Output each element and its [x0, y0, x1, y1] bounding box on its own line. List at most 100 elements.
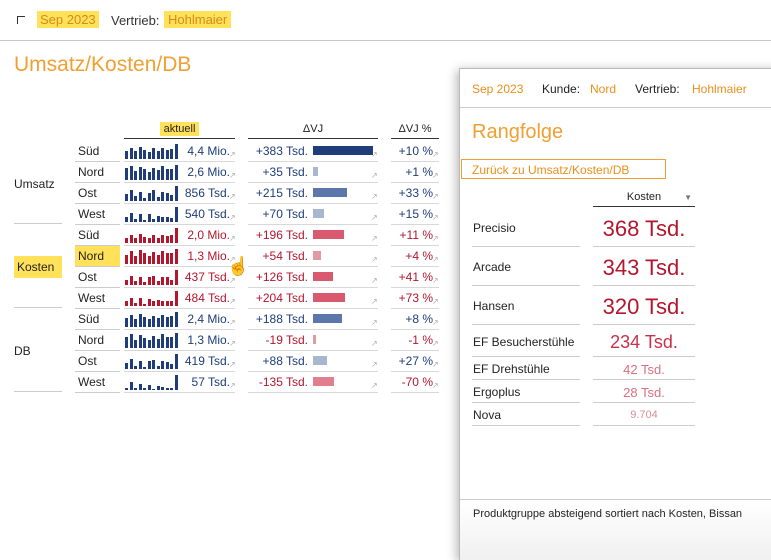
- row-divider: [391, 245, 439, 246]
- sparkline-bar: [134, 256, 137, 264]
- sparkline-bar: [138, 250, 142, 264]
- region-label[interactable]: Ost: [78, 270, 97, 284]
- region-label[interactable]: Ost: [78, 186, 97, 200]
- region-label[interactable]: Nord: [78, 165, 105, 179]
- sparkline-bar: [143, 317, 146, 327]
- region-label[interactable]: Nord: [75, 246, 120, 266]
- drilldown-arrow-icon[interactable]: ↗: [371, 381, 378, 390]
- drilldown-arrow-icon[interactable]: ↗: [371, 192, 378, 201]
- drilldown-arrow-icon[interactable]: ↗: [371, 297, 378, 306]
- sparkline-bar: [174, 375, 178, 390]
- back-button[interactable]: Zurück zu Umsatz/Kosten/DB: [461, 159, 666, 179]
- drilldown-arrow-icon[interactable]: ↗: [371, 255, 378, 264]
- sparkline-bar: [152, 235, 155, 243]
- drilldown-arrow-icon[interactable]: ↗: [229, 297, 236, 306]
- drilldown-arrow-icon[interactable]: ↗: [229, 318, 236, 327]
- popup-vertrieb-value[interactable]: Hohlmaier: [692, 82, 747, 96]
- product-name[interactable]: Nova: [473, 408, 502, 422]
- sparkline-bar: [134, 219, 137, 222]
- drilldown-arrow-icon[interactable]: ↗: [432, 255, 439, 264]
- sparkline-bar: [143, 169, 146, 180]
- popup-kunde-value[interactable]: Nord: [590, 82, 617, 96]
- row-divider: [391, 161, 439, 162]
- drilldown-arrow-icon[interactable]: ↗: [229, 150, 236, 159]
- drilldown-arrow-icon[interactable]: ↗: [371, 360, 378, 369]
- product-name[interactable]: EF Besucherstühle: [473, 335, 575, 349]
- delta-percent: +8 %: [405, 312, 433, 326]
- drilldown-arrow-icon[interactable]: ↗: [371, 171, 378, 180]
- collapse-icon[interactable]: [17, 16, 25, 24]
- product-name[interactable]: Precisio: [473, 221, 516, 235]
- sparkline-bar: [125, 388, 128, 390]
- group-label[interactable]: DB: [14, 344, 31, 358]
- sort-dropdown-icon[interactable]: ▼: [684, 193, 692, 202]
- drilldown-arrow-icon[interactable]: ↗: [229, 192, 236, 201]
- sparkline-bar: [165, 277, 169, 285]
- drilldown-arrow-icon[interactable]: ↗: [371, 234, 378, 243]
- drilldown-arrow-icon[interactable]: ↗: [432, 150, 439, 159]
- drilldown-arrow-icon[interactable]: ↗: [432, 276, 439, 285]
- kosten-column-header[interactable]: Kosten ▼: [593, 190, 695, 207]
- current-value: 1,3 Mio.: [187, 249, 230, 263]
- drilldown-arrow-icon[interactable]: ↗: [229, 171, 236, 180]
- drilldown-arrow-icon[interactable]: ↗: [432, 213, 439, 222]
- date-filter[interactable]: Sep 2023: [37, 11, 99, 28]
- delta-value: +35 Tsd.: [262, 165, 308, 179]
- region-label[interactable]: Süd: [78, 144, 100, 158]
- region-label[interactable]: Süd: [78, 312, 100, 326]
- drilldown-arrow-icon[interactable]: ↗: [229, 381, 236, 390]
- sparkline-bar: [156, 238, 160, 243]
- drilldown-arrow-icon[interactable]: ↗: [229, 276, 236, 285]
- drilldown-arrow-icon[interactable]: ↗: [229, 213, 236, 222]
- filter-bar: Sep 2023 Vertrieb: Hohlmaier: [0, 0, 771, 41]
- drilldown-arrow-icon[interactable]: ↗: [229, 360, 236, 369]
- current-value: 437 Tsd.: [184, 270, 230, 284]
- drilldown-arrow-icon[interactable]: ↗: [432, 339, 439, 348]
- region-label[interactable]: Ost: [78, 354, 97, 368]
- group-label[interactable]: Kosten: [14, 256, 62, 278]
- drilldown-arrow-icon[interactable]: ↗: [229, 255, 236, 264]
- drilldown-arrow-icon[interactable]: ↗: [432, 360, 439, 369]
- drilldown-arrow-icon[interactable]: ↗: [371, 318, 378, 327]
- sparkline-bar: [147, 340, 151, 348]
- drilldown-arrow-icon[interactable]: ↗: [432, 234, 439, 243]
- sparkline-bar: [174, 144, 178, 159]
- sparkline-bar: [156, 255, 160, 264]
- group-label[interactable]: Umsatz: [14, 177, 55, 191]
- drilldown-arrow-icon[interactable]: ↗: [229, 234, 236, 243]
- drilldown-arrow-icon[interactable]: ↗: [371, 213, 378, 222]
- drilldown-arrow-icon[interactable]: ↗: [371, 150, 378, 159]
- sparkline-bar: [170, 218, 173, 222]
- drilldown-arrow-icon[interactable]: ↗: [432, 192, 439, 201]
- drilldown-arrow-icon[interactable]: ↗: [432, 381, 439, 390]
- region-label[interactable]: West: [78, 207, 106, 221]
- region-label[interactable]: West: [78, 375, 106, 389]
- delta-value: +188 Tsd.: [255, 312, 308, 326]
- drilldown-arrow-icon[interactable]: ↗: [371, 339, 378, 348]
- group-divider: [14, 391, 62, 392]
- region-label[interactable]: Süd: [78, 228, 100, 242]
- drilldown-arrow-icon[interactable]: ↗: [229, 339, 236, 348]
- drilldown-arrow-icon[interactable]: ↗: [432, 318, 439, 327]
- sparkline-bar: [170, 253, 173, 264]
- drilldown-arrow-icon[interactable]: ↗: [432, 171, 439, 180]
- product-name[interactable]: EF Drehstühle: [473, 362, 550, 376]
- region-label[interactable]: Nord: [78, 333, 105, 347]
- drilldown-arrow-icon[interactable]: ↗: [371, 276, 378, 285]
- sparkline-bar: [125, 363, 128, 369]
- product-cost: 368 Tsd.: [602, 216, 686, 241]
- drilldown-arrow-icon[interactable]: ↗: [432, 297, 439, 306]
- delta-bar: [313, 146, 373, 155]
- popup-date[interactable]: Sep 2023: [472, 82, 524, 96]
- row-divider: [593, 356, 695, 357]
- product-name[interactable]: Ergoplus: [473, 385, 521, 399]
- row-divider: [248, 182, 378, 183]
- row-divider: [248, 287, 378, 288]
- sparkline-bar: [152, 252, 155, 264]
- sparkline: [125, 311, 179, 327]
- sparkline-bar: [143, 220, 146, 222]
- vertrieb-filter[interactable]: Hohlmaier: [164, 11, 232, 28]
- region-label[interactable]: West: [78, 291, 106, 305]
- product-name[interactable]: Hansen: [473, 299, 515, 313]
- product-name[interactable]: Arcade: [473, 260, 512, 274]
